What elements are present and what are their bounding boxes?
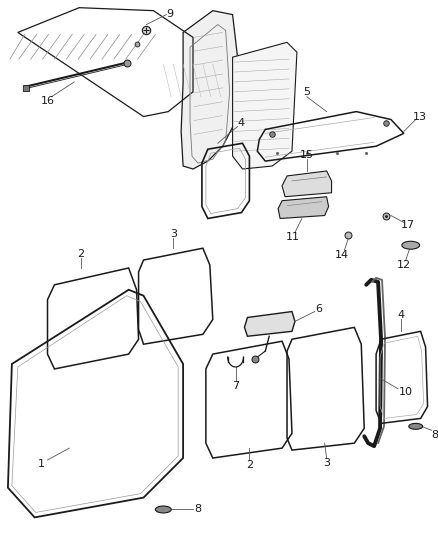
Polygon shape (282, 171, 332, 197)
Text: 17: 17 (401, 221, 415, 230)
Text: 11: 11 (286, 232, 300, 243)
Polygon shape (181, 11, 237, 169)
Text: 6: 6 (315, 304, 322, 313)
Text: 2: 2 (78, 249, 85, 259)
Text: 10: 10 (399, 387, 413, 397)
Polygon shape (244, 311, 295, 336)
Text: 3: 3 (170, 229, 177, 239)
Text: 1: 1 (38, 459, 45, 469)
Ellipse shape (402, 241, 420, 249)
Ellipse shape (409, 423, 423, 429)
Text: 3: 3 (323, 458, 330, 468)
Text: 5: 5 (304, 87, 310, 97)
Text: 12: 12 (397, 260, 411, 270)
Ellipse shape (155, 506, 171, 513)
Text: 15: 15 (300, 150, 314, 160)
Text: 16: 16 (40, 96, 54, 106)
Text: 8: 8 (431, 430, 438, 440)
Text: 9: 9 (167, 9, 174, 19)
Polygon shape (278, 197, 328, 219)
Text: 8: 8 (194, 504, 201, 514)
Text: 4: 4 (238, 118, 245, 128)
Text: 14: 14 (334, 250, 349, 260)
Text: 2: 2 (246, 460, 253, 470)
Text: 4: 4 (397, 311, 404, 320)
Text: 13: 13 (413, 111, 427, 122)
Polygon shape (233, 42, 297, 169)
Text: 7: 7 (232, 381, 239, 391)
